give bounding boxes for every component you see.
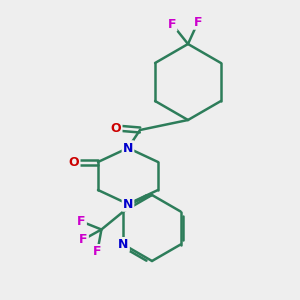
Text: O: O: [111, 122, 121, 134]
Text: O: O: [69, 155, 79, 169]
Text: O: O: [111, 122, 121, 134]
Text: F: F: [93, 245, 102, 258]
Text: F: F: [168, 17, 176, 31]
Text: F: F: [168, 17, 176, 31]
Text: N: N: [123, 197, 133, 211]
Text: N: N: [118, 238, 129, 251]
Text: N: N: [123, 142, 133, 154]
Text: F: F: [79, 233, 88, 246]
Text: N: N: [123, 197, 133, 211]
Text: F: F: [194, 16, 202, 28]
Text: F: F: [77, 215, 86, 228]
Text: F: F: [194, 16, 202, 28]
Text: O: O: [69, 155, 79, 169]
Text: F: F: [77, 215, 86, 228]
Text: N: N: [123, 142, 133, 154]
Text: N: N: [118, 238, 129, 251]
Text: F: F: [79, 233, 88, 246]
Text: F: F: [93, 245, 102, 258]
